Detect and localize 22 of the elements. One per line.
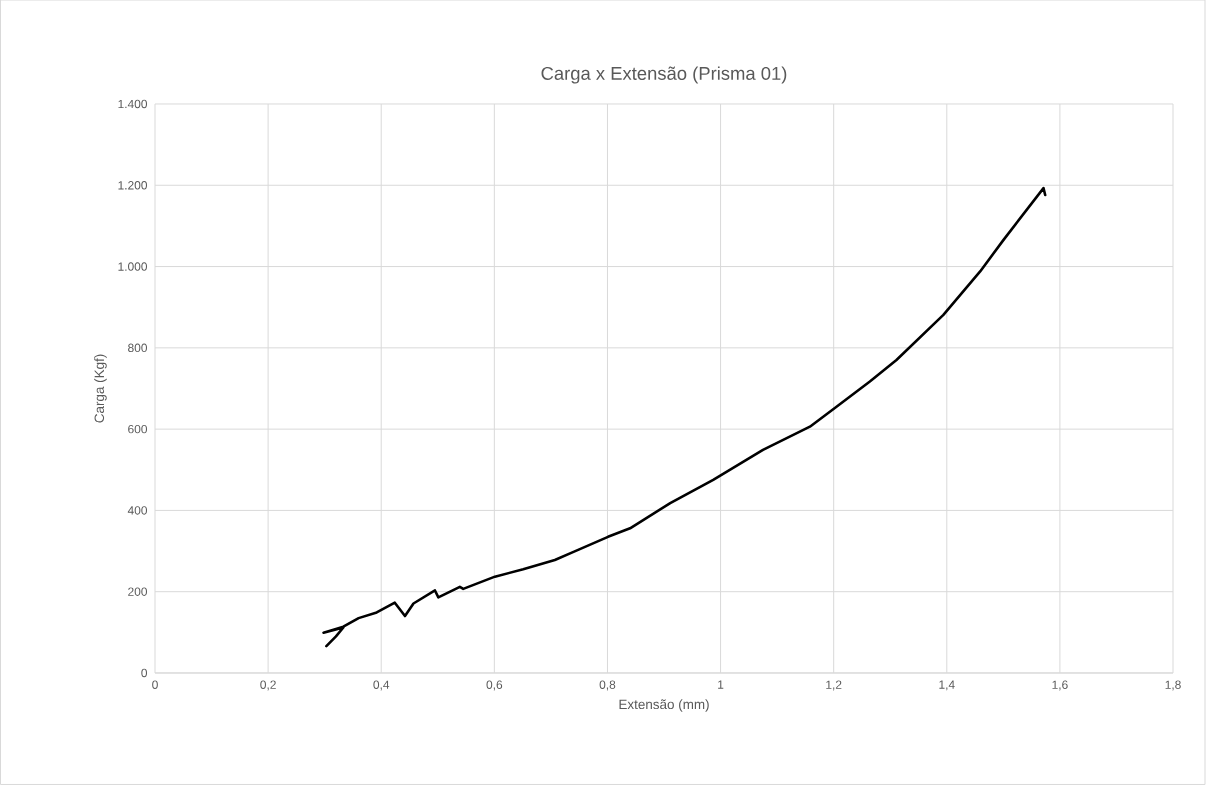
x-tick-label: 0,6 [486,680,503,691]
y-tick-label: 1.000 [118,262,148,271]
x-tick-label: 1,8 [1165,680,1181,691]
y-axis-title: Carga (Kgf) [94,354,107,423]
y-tick-label: 1.200 [118,181,148,190]
x-tick-label: 1 [718,680,724,689]
x-tick-label: 0,8 [599,680,616,691]
x-tick-label: 0,2 [260,680,276,691]
x-tick-label: 0,4 [373,680,390,691]
y-tick-label: 600 [128,424,148,434]
y-tick-label: 400 [127,506,148,515]
y-tick-label: 1.400 [118,99,148,109]
y-tick-label: 0 [141,668,148,678]
chart-title: Carga x Extensão (Prisma 01) [541,66,787,84]
x-tick-label: 1,4 [939,680,955,691]
x-tick-label: 1,2 [826,680,842,691]
x-tick-label: 1,6 [1052,680,1068,691]
y-tick-label: 200 [128,587,148,596]
x-tick-label: 0 [152,680,158,689]
line-series [322,186,1047,648]
y-tick-label: 800 [128,343,148,353]
x-axis-title: Extensão (mm) [619,699,709,712]
